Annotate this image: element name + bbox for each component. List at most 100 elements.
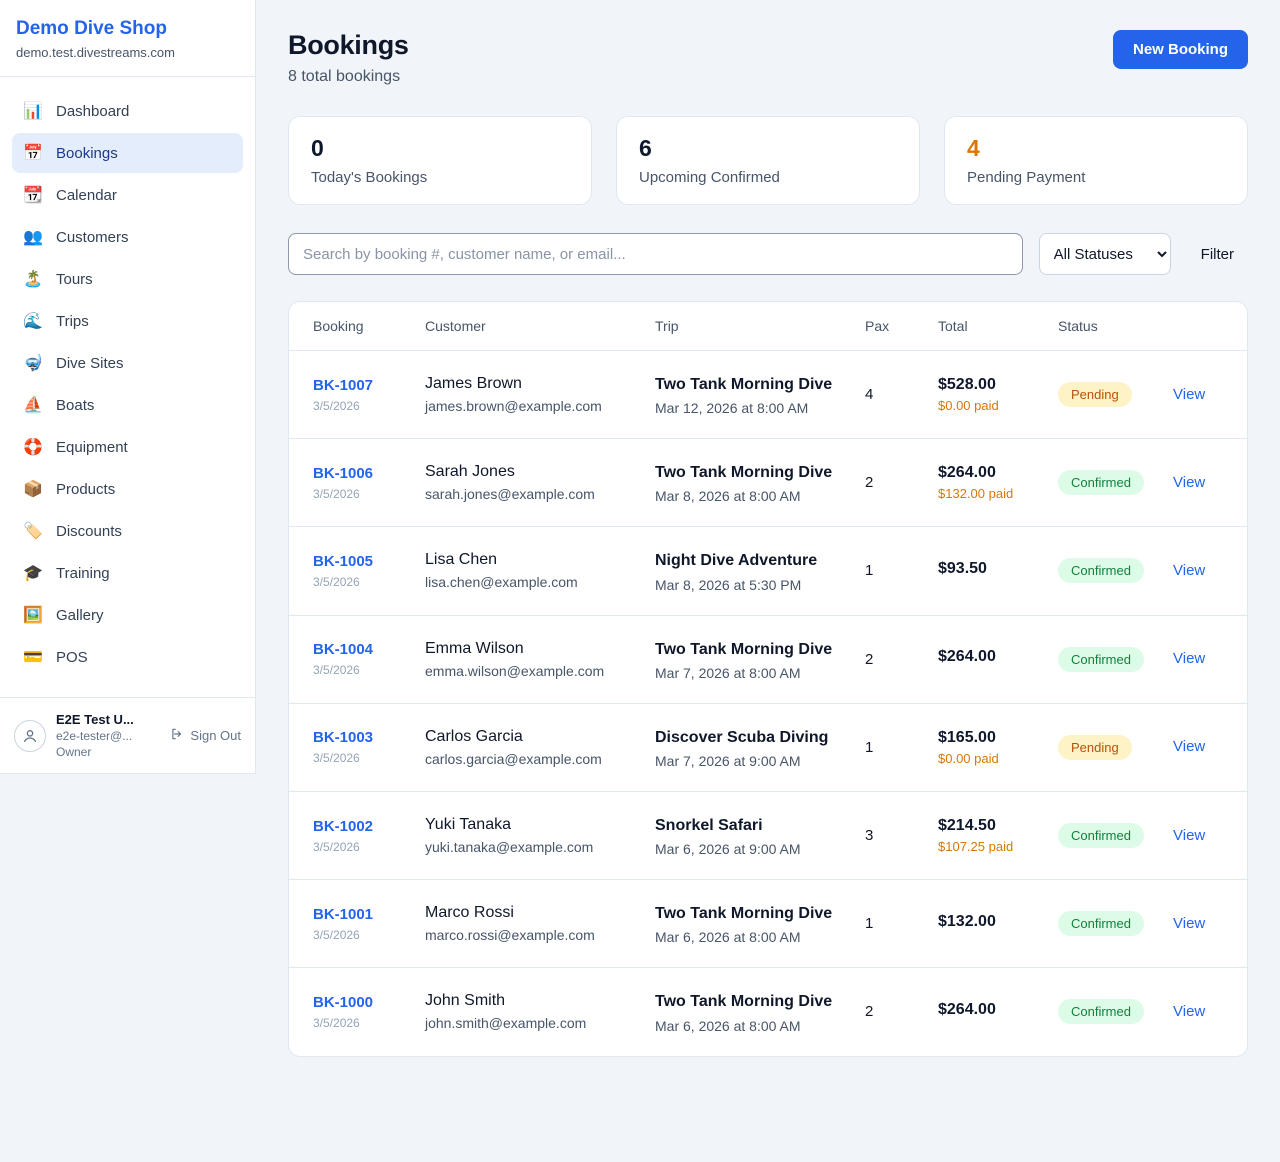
sidebar-item-label: Dive Sites: [56, 354, 124, 372]
sidebar-item-customers[interactable]: 👥 Customers: [12, 217, 243, 257]
sidebar-item-tours[interactable]: 🏝️ Tours: [12, 259, 243, 299]
trip-name: Night Dive Adventure: [655, 552, 818, 570]
table-row: BK-1001 3/5/2026 Marco Rossi marco.rossi…: [289, 880, 1247, 969]
page-subtitle: 8 total bookings: [288, 68, 401, 85]
column-header-booking: Booking: [313, 318, 364, 334]
sidebar-item-training[interactable]: 🎓 Training: [12, 553, 243, 593]
table-row: BK-1000 3/5/2026 John Smith john.smith@e…: [289, 968, 1247, 1055]
trip-datetime: Mar 12, 2026 at 8:00 AM: [655, 400, 809, 417]
view-link[interactable]: View: [1173, 1002, 1206, 1020]
table-header-row: Booking Customer Trip Pax Total Status: [289, 302, 1247, 351]
customer-email: carlos.garcia@example.com: [425, 750, 602, 767]
sidebar-nav: 📊 Dashboard 📅 Bookings 📆 Calendar 👥 Cust…: [0, 77, 255, 689]
stat-label: Pending Payment: [967, 169, 1086, 186]
sidebar-item-dive-sites[interactable]: 🤿 Dive Sites: [12, 343, 243, 383]
dashboard-icon: 📊: [23, 103, 43, 120]
table-row: BK-1006 3/5/2026 Sarah Jones sarah.jones…: [289, 439, 1247, 528]
booking-link[interactable]: BK-1005: [313, 552, 374, 570]
stat-label: Today's Bookings: [311, 169, 428, 186]
view-link[interactable]: View: [1173, 914, 1206, 932]
status-badge: Pending: [1058, 382, 1132, 408]
paid-amount: $0.00 paid: [938, 750, 999, 766]
sidebar-item-products[interactable]: 📦 Products: [12, 469, 243, 509]
shop-domain: demo.test.divestreams.com: [16, 45, 175, 60]
column-header-actions: [1173, 310, 1223, 342]
stat-value: 0: [311, 135, 324, 161]
total-amount: $264.00: [938, 464, 996, 482]
sidebar-item-label: Trips: [56, 312, 89, 330]
user-info: E2E Test U... e2e-tester@... Owner: [56, 712, 160, 759]
booking-link[interactable]: BK-1003: [313, 729, 374, 747]
booking-link[interactable]: BK-1000: [313, 993, 374, 1011]
view-link[interactable]: View: [1173, 650, 1206, 668]
user-name: E2E Test U...: [56, 712, 134, 727]
status-badge: Confirmed: [1058, 911, 1144, 937]
booking-date: 3/5/2026: [313, 927, 360, 942]
pax-count: 1: [865, 738, 874, 756]
sidebar-item-bookings[interactable]: 📅 Bookings: [12, 133, 243, 173]
booking-date: 3/5/2026: [313, 839, 360, 854]
view-link[interactable]: View: [1173, 826, 1206, 844]
status-badge: Confirmed: [1058, 558, 1144, 584]
stat-card-pending-payment: 4 Pending Payment: [944, 116, 1248, 205]
trip-name: Snorkel Safari: [655, 816, 763, 834]
sidebar-item-label: Gallery: [56, 606, 104, 624]
stat-value: 6: [639, 135, 652, 161]
sidebar-item-dashboard[interactable]: 📊 Dashboard: [12, 91, 243, 131]
sidebar-item-calendar[interactable]: 📆 Calendar: [12, 175, 243, 215]
customer-name: Sarah Jones: [425, 463, 515, 481]
pax-count: 3: [865, 827, 874, 845]
pax-count: 2: [865, 474, 874, 492]
sidebar-item-discounts[interactable]: 🏷️ Discounts: [12, 511, 243, 551]
sidebar-item-label: Tours: [56, 270, 93, 288]
trip-datetime: Mar 6, 2026 at 8:00 AM: [655, 929, 801, 946]
status-badge: Pending: [1058, 734, 1132, 760]
pax-count: 4: [865, 386, 874, 404]
view-link[interactable]: View: [1173, 738, 1206, 756]
stat-card-upcoming-confirmed: 6 Upcoming Confirmed: [616, 116, 920, 205]
table-row: BK-1007 3/5/2026 James Brown james.brown…: [289, 351, 1247, 440]
pos-icon: 💳: [23, 649, 43, 666]
sign-out-button[interactable]: Sign Out: [170, 727, 241, 744]
filter-button[interactable]: Filter: [1187, 246, 1248, 263]
total-amount: $264.00: [938, 1000, 996, 1018]
total-amount: $528.00: [938, 376, 996, 394]
bookings-icon: 📅: [23, 145, 43, 162]
stat-value: 4: [967, 135, 980, 161]
booking-link[interactable]: BK-1002: [313, 817, 374, 835]
status-badge: Confirmed: [1058, 470, 1144, 496]
status-badge: Confirmed: [1058, 823, 1144, 849]
sidebar-item-equipment[interactable]: 🛟 Equipment: [12, 427, 243, 467]
booking-link[interactable]: BK-1006: [313, 464, 374, 482]
status-badge: Confirmed: [1058, 999, 1144, 1025]
total-amount: $132.00: [938, 912, 996, 930]
column-header-status: Status: [1058, 318, 1098, 334]
sidebar-item-gallery[interactable]: 🖼️ Gallery: [12, 595, 243, 635]
booking-link[interactable]: BK-1004: [313, 641, 374, 659]
booking-link[interactable]: BK-1001: [313, 905, 374, 923]
training-icon: 🎓: [23, 565, 43, 582]
booking-link[interactable]: BK-1007: [313, 376, 374, 394]
customer-name: James Brown: [425, 375, 522, 393]
boats-icon: ⛵: [23, 397, 43, 414]
search-input[interactable]: [288, 233, 1023, 275]
sidebar-item-trips[interactable]: 🌊 Trips: [12, 301, 243, 341]
pax-count: 2: [865, 1003, 874, 1021]
paid-amount: $0.00 paid: [938, 398, 999, 414]
discounts-icon: 🏷️: [23, 523, 43, 540]
status-select[interactable]: All Statuses: [1038, 233, 1171, 275]
view-link[interactable]: View: [1173, 385, 1206, 403]
gallery-icon: 🖼️: [23, 607, 43, 624]
column-header-customer: Customer: [425, 318, 486, 334]
trip-name: Two Tank Morning Dive: [655, 464, 833, 482]
view-link[interactable]: View: [1173, 473, 1206, 491]
trip-datetime: Mar 8, 2026 at 5:30 PM: [655, 576, 802, 593]
view-link[interactable]: View: [1173, 561, 1206, 579]
sidebar-item-boats[interactable]: ⛵ Boats: [12, 385, 243, 425]
bookings-table: Booking Customer Trip Pax Total Status B…: [288, 301, 1248, 1057]
new-booking-button[interactable]: New Booking: [1112, 30, 1248, 69]
sidebar-item-pos[interactable]: 💳 POS: [12, 637, 243, 677]
sign-out-label: Sign Out: [190, 728, 241, 743]
booking-date: 3/5/2026: [313, 486, 360, 501]
trip-datetime: Mar 7, 2026 at 9:00 AM: [655, 752, 801, 769]
